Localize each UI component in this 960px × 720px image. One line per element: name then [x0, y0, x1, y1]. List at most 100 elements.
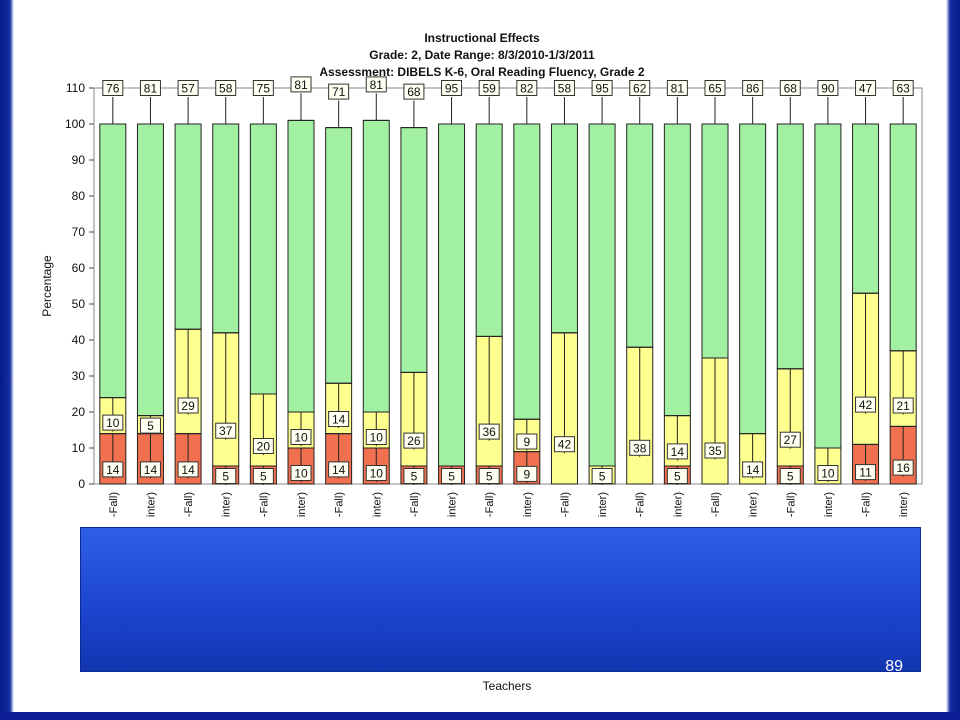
data-label: 9 — [523, 435, 530, 449]
data-label-box — [365, 429, 387, 445]
data-label: 58 — [558, 82, 572, 96]
data-label-box — [478, 468, 500, 484]
bar-segment — [438, 123, 466, 467]
bar-segment — [475, 123, 503, 337]
data-label: 63 — [897, 82, 911, 96]
data-label-group: 1410761458114295753758520751010811414711… — [99, 76, 917, 485]
y-tick-label: 20 — [72, 405, 86, 419]
bar-segment — [889, 123, 917, 352]
data-label: 29 — [181, 399, 195, 413]
data-label: 5 — [787, 470, 794, 484]
y-tick-label: 10 — [72, 441, 86, 455]
x-tick-label: -Fall) — [334, 492, 346, 517]
data-label: 5 — [674, 470, 681, 484]
x-axis: -Fall) inter) -Fall) inter) -Fall) inter) -Fal… — [108, 492, 910, 517]
bar-segment — [663, 123, 691, 417]
data-label: 81 — [370, 78, 384, 92]
data-label-box — [102, 414, 124, 431]
data-label-box — [892, 80, 914, 96]
data-label: 95 — [445, 82, 459, 96]
bar-segment — [626, 123, 654, 348]
bar-segment — [99, 123, 127, 399]
data-label: 38 — [633, 441, 647, 455]
data-label-box — [328, 461, 350, 478]
data-label-box — [478, 423, 500, 440]
bar-segment — [513, 123, 541, 420]
y-axis-label: Percentage — [40, 255, 54, 317]
data-label: 10 — [106, 416, 120, 430]
data-label-box — [328, 83, 350, 100]
data-label: 36 — [483, 425, 497, 439]
data-label-box — [591, 468, 613, 484]
y-tick-label: 0 — [78, 477, 85, 491]
data-label: 71 — [332, 85, 346, 99]
data-label-box — [102, 80, 124, 96]
x-tick-label: -Fall) — [559, 492, 571, 517]
bar-segment — [588, 123, 616, 467]
data-label: 14 — [332, 413, 346, 427]
bar-segment — [362, 119, 390, 413]
data-label: 9 — [523, 467, 530, 481]
data-label: 82 — [520, 82, 534, 96]
data-label-box — [102, 461, 124, 478]
data-label-box — [139, 417, 161, 434]
bar-segment — [325, 127, 353, 384]
data-label-box — [553, 436, 575, 453]
data-label: 5 — [147, 419, 154, 433]
x-tick-label: inter) — [371, 492, 383, 517]
data-label-box — [855, 464, 877, 481]
data-label-box — [516, 465, 538, 482]
data-label: 20 — [257, 440, 271, 454]
data-label-box — [478, 80, 500, 96]
data-label-box — [215, 468, 237, 484]
data-label-box — [139, 461, 161, 478]
bar-segment — [287, 119, 315, 413]
data-label: 58 — [219, 82, 233, 96]
data-label: 81 — [671, 82, 685, 96]
y-tick-label: 40 — [72, 333, 86, 347]
data-label: 14 — [671, 445, 685, 459]
data-label-box — [403, 432, 425, 449]
data-label: 10 — [821, 467, 835, 481]
data-label-box — [817, 465, 839, 481]
data-label: 10 — [370, 431, 384, 445]
data-label: 81 — [144, 82, 158, 96]
data-label-box — [252, 438, 274, 454]
data-label: 47 — [859, 82, 873, 96]
data-label: 68 — [784, 82, 798, 96]
data-label: 21 — [897, 399, 911, 413]
data-label: 81 — [294, 78, 308, 92]
y-tick-label: 60 — [72, 261, 86, 275]
data-label: 5 — [448, 470, 455, 484]
y-tick-label: 70 — [72, 225, 86, 239]
data-label-box — [666, 468, 688, 484]
y-tick-label: 110 — [66, 81, 85, 95]
data-label-box — [290, 465, 312, 481]
data-label-box — [215, 80, 237, 96]
x-tick-label: inter) — [447, 492, 459, 517]
data-label-box — [779, 468, 801, 484]
data-label-box — [666, 443, 688, 460]
x-axis-label: Teachers — [483, 679, 532, 693]
x-tick-label: inter) — [221, 492, 233, 517]
data-label-box — [553, 80, 575, 96]
data-label: 62 — [633, 82, 647, 96]
y-tick-label: 100 — [65, 117, 85, 131]
bar-segment — [174, 123, 202, 330]
data-label-box — [252, 80, 274, 96]
data-label-box — [742, 461, 764, 478]
data-label-box — [328, 411, 350, 427]
data-label-box — [629, 439, 651, 456]
x-tick-label: inter) — [898, 492, 910, 517]
bar-segment — [739, 123, 767, 435]
data-label-box — [855, 80, 877, 96]
bar-segment — [701, 123, 729, 359]
data-label-box — [666, 80, 688, 96]
data-label-box — [290, 76, 312, 93]
data-label: 14 — [144, 463, 158, 477]
chart-subtitle-line-1: Grade: 2, Date Range: 8/3/2010-1/3/2011 — [369, 48, 595, 62]
data-label: 14 — [332, 463, 346, 477]
data-label-box — [591, 80, 613, 96]
data-label: 5 — [411, 470, 418, 484]
data-label: 65 — [708, 82, 722, 96]
